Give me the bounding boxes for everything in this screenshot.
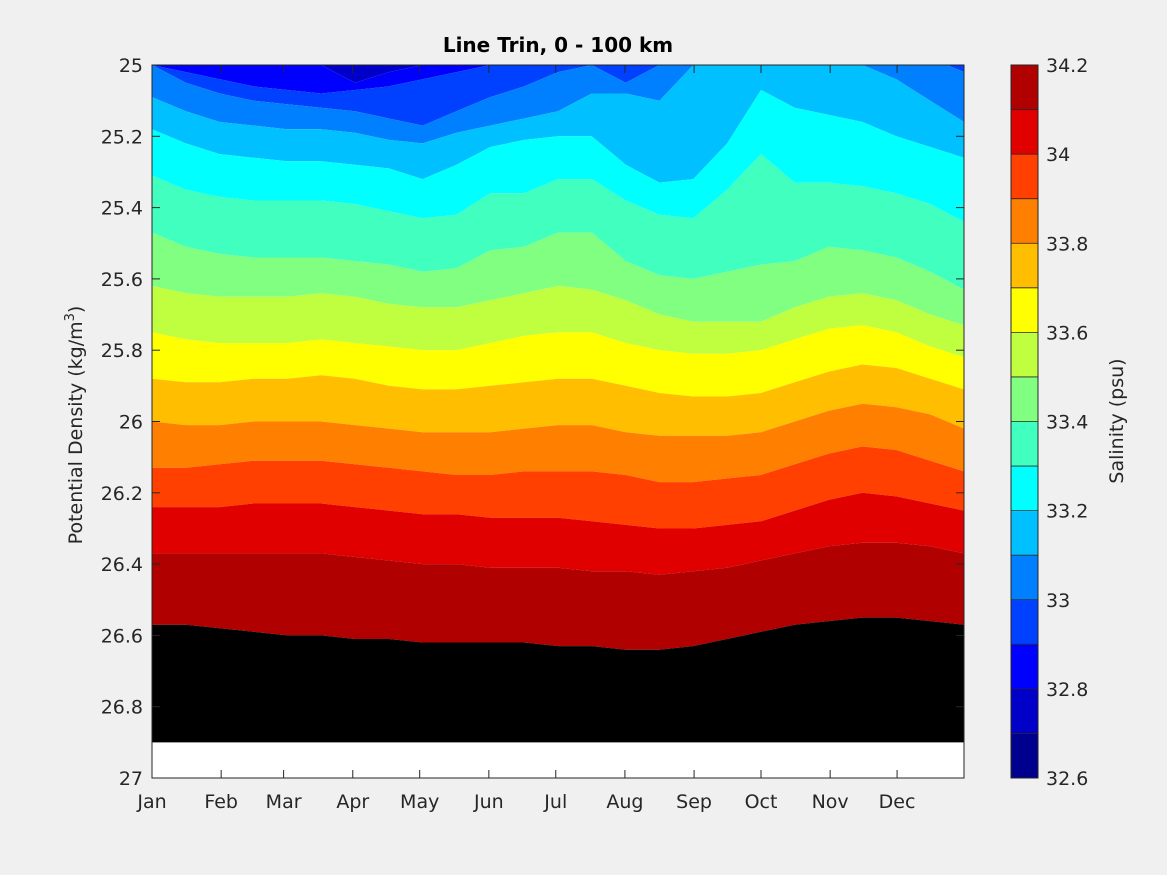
colorbar-segment <box>1011 421 1038 467</box>
colorbar-tick-label: 34.2 <box>1046 55 1088 77</box>
x-tick-label: Aug <box>606 791 643 813</box>
salinity-band <box>152 90 964 222</box>
salinity-band <box>152 65 964 183</box>
colorbar-segment <box>1011 287 1038 333</box>
salinity-band <box>152 65 964 126</box>
colorbar-tick-label: 32.6 <box>1046 768 1088 790</box>
x-tick-label: Oct <box>745 791 778 813</box>
salinity-band <box>152 446 964 529</box>
chart-title: Line Trin, 0 - 100 km <box>443 33 673 57</box>
salinity-band <box>321 65 423 83</box>
colorbar-tick-label: 32.8 <box>1046 679 1088 701</box>
x-tick-label: Jul <box>543 791 567 813</box>
y-tick-label: 26 <box>119 412 143 434</box>
y-tick-label: 26.4 <box>101 554 143 576</box>
y-axis-title-main: Potential Density (kg/m <box>65 321 87 544</box>
plot-area <box>151 64 965 779</box>
salinity-band <box>152 65 964 144</box>
colorbar-tick-label: 33.4 <box>1046 412 1088 434</box>
y-tick-label: 25 <box>119 55 143 77</box>
colorbar-segment <box>1011 599 1038 645</box>
salinity-band <box>152 492 964 575</box>
y-axis-title-close: ) <box>65 306 87 313</box>
colorbar-segment <box>1011 154 1038 200</box>
colorbar-segment <box>1011 376 1038 422</box>
salinity-band <box>152 286 964 358</box>
colorbar-segment <box>1011 109 1038 155</box>
colorbar-segment <box>1011 688 1038 734</box>
y-tick-label: 26.2 <box>101 483 143 505</box>
colorbar-segment <box>1011 198 1038 244</box>
x-tick-label: Mar <box>266 791 302 813</box>
y-axis-title: Potential Density (kg/m3) <box>63 306 87 545</box>
y-tick-label: 26.8 <box>101 697 143 719</box>
x-tick-label: Jun <box>473 791 504 813</box>
y-tick-label: 26.6 <box>101 625 143 647</box>
colorbar-segment <box>1011 733 1038 779</box>
salinity-band <box>152 542 964 650</box>
salinity-band <box>152 617 964 743</box>
y-tick-label: 25.6 <box>101 269 143 291</box>
colorbar-segment <box>1011 644 1038 690</box>
x-tick-label: Sep <box>676 791 712 813</box>
y-tick-label: 25.8 <box>101 340 143 362</box>
x-tick-label: May <box>400 791 439 813</box>
colorbar-label: Salinity (psu) <box>1106 358 1128 483</box>
colorbar-frame <box>1010 64 1039 779</box>
y-axis-title-superscript: 3 <box>63 313 78 321</box>
x-tick-label: Apr <box>336 791 369 813</box>
x-tick-label: Dec <box>879 791 916 813</box>
colorbar-segment <box>1011 555 1038 601</box>
salinity-band <box>152 232 964 326</box>
colorbar-tick-label: 33.6 <box>1046 322 1088 344</box>
x-tick-label: Jan <box>136 791 166 813</box>
salinity-band <box>152 403 964 483</box>
colorbar-tick-label: 33 <box>1046 590 1070 612</box>
y-tick-label: 27 <box>119 768 143 790</box>
colorbar-segment <box>1011 65 1038 111</box>
salinity-band <box>152 65 491 94</box>
x-tick-label: Nov <box>812 791 849 813</box>
colorbar-segment <box>1011 243 1038 289</box>
y-tick-label: 25.4 <box>101 198 143 220</box>
colorbar-segment <box>1011 466 1038 512</box>
colorbar-segment <box>1011 332 1038 378</box>
salinity-band <box>152 364 964 436</box>
salinity-band <box>152 325 964 397</box>
salinity-band <box>152 154 964 290</box>
x-axis: Jan Feb Mar Apr May Jun Jul Aug Sep Oct Nov Dec <box>136 65 915 813</box>
colorbar-segment <box>1011 510 1038 556</box>
colorbar-tick-label: 33.2 <box>1046 501 1088 523</box>
y-tick-label: 25.2 <box>101 126 143 148</box>
colorbar-tick-label: 33.8 <box>1046 233 1088 255</box>
colorbar: 32.6 32.8 33 33.2 33.4 33.6 33.8 34 34.2 <box>1010 55 1088 790</box>
y-axis: 25 25.2 25.4 25.6 25.8 26 26.2 26.4 26.6 26.8 27 <box>101 55 964 790</box>
colorbar-tick-label: 34 <box>1046 144 1070 166</box>
x-tick-label: Feb <box>204 791 238 813</box>
